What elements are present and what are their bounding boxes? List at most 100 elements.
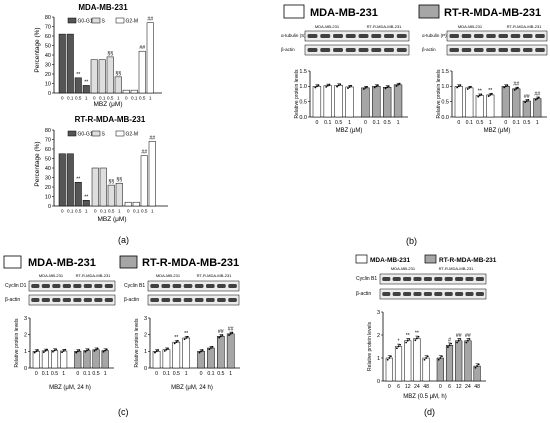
- bar: [82, 200, 90, 207]
- data-point: [105, 348, 108, 351]
- data-point: [229, 332, 232, 335]
- data-point: [527, 99, 530, 101]
- data-point: [408, 338, 411, 340]
- data-point: [46, 348, 48, 351]
- data-point: [423, 358, 426, 361]
- bar: [372, 86, 381, 118]
- data-point: [487, 95, 490, 97]
- legend-swatch: [115, 17, 125, 24]
- data-point: [337, 84, 340, 87]
- data-point: [362, 88, 365, 90]
- x-tick-label: 0.1: [131, 96, 138, 101]
- data-point: [417, 335, 420, 338]
- data-point: [350, 84, 353, 87]
- x-tick-label: 48: [474, 384, 480, 390]
- blot-label-cyclin-b1: Cyclin B1: [124, 283, 145, 289]
- bar: [66, 153, 74, 207]
- x-tick-label: 0: [504, 120, 507, 126]
- blot-label-cyclin-b1: Cyclin B1: [356, 276, 377, 282]
- significance-mark: #: [448, 337, 451, 343]
- western-blot-image: [379, 288, 487, 300]
- blot-band: [94, 284, 103, 288]
- x-tick-label: 0.5: [384, 120, 391, 126]
- data-point: [490, 92, 493, 95]
- bar: [334, 85, 343, 118]
- chart-c2-xlabel: MBZ (μM, 24 h): [171, 385, 213, 391]
- x-tick-label: 0.5: [107, 96, 114, 101]
- blot-band: [444, 277, 453, 281]
- bar: [107, 184, 115, 207]
- data-point: [326, 84, 329, 87]
- data-point: [78, 349, 81, 351]
- x-tick-label: 24: [414, 384, 420, 390]
- blot-band: [449, 48, 460, 52]
- chart-b1-xlabel: MBZ (μM): [336, 128, 363, 134]
- data-point: [86, 349, 88, 352]
- data-point: [157, 349, 160, 351]
- blot-header-parental: MDA-MB-231: [315, 24, 340, 29]
- panel-label-b: (b): [406, 236, 417, 246]
- blot-band: [455, 292, 464, 296]
- blot-band: [473, 48, 484, 52]
- y-tick-label: 40: [45, 166, 51, 172]
- significance-mark: **: [174, 335, 178, 341]
- data-point: [44, 349, 47, 352]
- y-tick-label: 80: [45, 15, 51, 21]
- y-tick-label: 0.5: [441, 99, 449, 105]
- western-blot-image: [379, 273, 487, 285]
- bar: [60, 350, 68, 369]
- blot-label-tubulin-s: α-tubulin (S): [281, 33, 306, 38]
- blot-band: [465, 277, 474, 281]
- legend-swatch: [115, 130, 125, 137]
- data-point: [211, 345, 214, 348]
- data-point: [218, 336, 221, 339]
- bar: [83, 350, 91, 369]
- data-point: [375, 85, 378, 88]
- blot-band: [345, 34, 356, 38]
- significance-mark: ##: [456, 333, 462, 339]
- blot-band: [461, 34, 472, 38]
- data-point: [167, 347, 169, 350]
- data-point: [154, 351, 156, 354]
- western-blot-image: [304, 30, 410, 42]
- data-point: [219, 335, 222, 338]
- x-tick-label: 0.5: [75, 96, 82, 101]
- x-tick-label: 0.1: [83, 371, 90, 377]
- chart-a1-xlabel: MBZ (μM): [93, 101, 122, 108]
- x-tick-label: 0: [439, 384, 442, 390]
- chart-a2-ylabel: Percentage (%): [34, 141, 41, 186]
- y-tick-label: 0.0: [299, 115, 307, 121]
- blot-band: [52, 284, 61, 288]
- y-tick-label: 3: [24, 316, 27, 322]
- data-point: [84, 350, 87, 353]
- bar: [32, 351, 40, 369]
- blot-band: [434, 277, 443, 281]
- data-point: [33, 351, 36, 354]
- blot-header-resistant: RT-R-MDA-MB-231: [197, 273, 233, 278]
- blot-label-actin: β-actin: [356, 291, 371, 297]
- bar: [132, 201, 140, 207]
- blot-band: [384, 34, 394, 38]
- x-tick-label: 0.1: [466, 120, 473, 126]
- bar: [74, 182, 82, 207]
- blot-band: [403, 277, 412, 281]
- legend-swatch-resistant: [418, 4, 440, 19]
- bar: [152, 351, 161, 369]
- x-tick-label: 1: [118, 209, 121, 214]
- data-point: [405, 341, 408, 344]
- significance-mark: **: [478, 88, 482, 94]
- data-point: [536, 97, 539, 100]
- y-tick-label: 50: [45, 156, 51, 162]
- blot-band: [396, 48, 407, 52]
- x-tick-label: 48: [423, 384, 429, 390]
- significance-mark: ##: [465, 333, 471, 339]
- data-point: [441, 355, 443, 358]
- data-point: [466, 88, 469, 90]
- blot-band: [434, 292, 443, 296]
- western-blot-image: [147, 280, 240, 292]
- bar: [413, 338, 421, 382]
- data-point: [506, 84, 509, 87]
- data-point: [210, 347, 212, 349]
- data-point: [201, 349, 204, 351]
